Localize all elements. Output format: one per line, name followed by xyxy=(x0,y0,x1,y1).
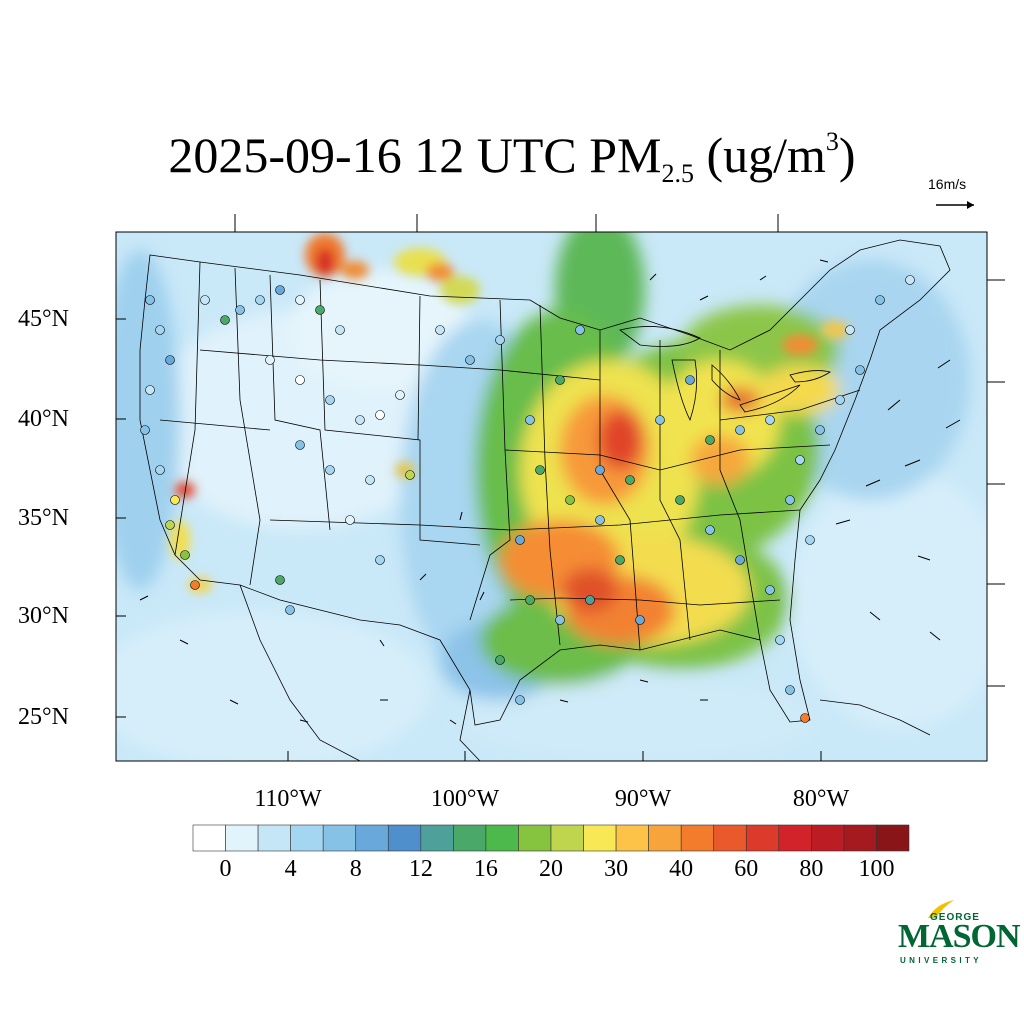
colorbar-swatch xyxy=(485,824,519,852)
colorbar-swatch xyxy=(225,824,259,852)
wind-vectors xyxy=(139,259,961,725)
logo-university: UNIVERSITY xyxy=(900,956,983,965)
colorbar-swatch xyxy=(420,824,454,852)
colorbar-swatch xyxy=(518,824,552,852)
colorbar-swatch xyxy=(615,824,649,852)
colorbar-swatch xyxy=(648,824,682,852)
colorbar-label: 8 xyxy=(349,856,362,882)
lat-label-45n: 45°N xyxy=(18,306,69,332)
colorbar-label: 30 xyxy=(604,856,629,882)
lon-label-110w: 110°W xyxy=(254,786,322,812)
colorbar-swatch xyxy=(843,824,877,852)
lat-label-30n: 30°N xyxy=(18,603,69,629)
colorbar-label: 100 xyxy=(858,856,895,882)
monitor-stations xyxy=(140,275,915,723)
colorbar-swatch xyxy=(745,824,780,852)
colorbar-label: 40 xyxy=(669,856,694,882)
colorbar-swatch xyxy=(322,824,357,852)
logo-george: GEORGE xyxy=(930,912,980,923)
colorbar-swatch xyxy=(355,824,389,852)
wind-reference-arrow-icon xyxy=(936,201,974,209)
lat-label-40n: 40°N xyxy=(18,406,69,432)
title-superscript: 3 xyxy=(825,127,839,156)
map-title: 2025-09-16 12 UTC PM2.5 (ug/m3) xyxy=(0,126,1024,189)
title-text: 2025-09-16 12 UTC PM xyxy=(168,127,662,183)
title-subscript: 2.5 xyxy=(661,159,694,188)
boundaries xyxy=(139,239,951,761)
axis-ticks xyxy=(116,214,1005,761)
map-frame xyxy=(115,231,988,762)
colorbar-label: 4 xyxy=(284,856,297,882)
colorbar-swatch xyxy=(290,824,324,852)
colorbar-swatch xyxy=(713,824,747,852)
colorbar-label: 20 xyxy=(539,856,563,882)
lon-label-90w: 90°W xyxy=(614,786,672,812)
title-unit: (ug/m xyxy=(693,127,826,183)
colorbar-swatch xyxy=(778,824,812,852)
colorbar-label: 12 xyxy=(408,856,433,882)
colorbar-swatch xyxy=(387,824,422,852)
wind-reference-label: 16m/s xyxy=(928,176,967,192)
colorbar-label: 60 xyxy=(734,856,759,882)
lat-label-35n: 35°N xyxy=(18,505,69,531)
colorbar-swatch xyxy=(811,824,845,852)
colorbar-label: 0 xyxy=(219,856,232,882)
title-unit-close: ) xyxy=(838,127,856,183)
colorbar-label: 80 xyxy=(799,856,824,882)
lon-label-80w: 80°W xyxy=(792,786,850,812)
colorbar-swatch xyxy=(876,824,910,852)
lat-label-25n: 25°N xyxy=(18,704,69,730)
colorbar xyxy=(192,824,910,852)
colorbar-swatch xyxy=(583,824,617,852)
colorbar-swatch xyxy=(257,824,291,852)
george-mason-logo: GEORGE MASON UNIVERSITY xyxy=(896,898,1021,968)
flame-icon xyxy=(928,900,954,918)
colorbar-label: 16 xyxy=(473,856,498,882)
colorbar-swatch xyxy=(192,824,226,852)
colorbar-swatch xyxy=(680,824,715,852)
logo-mason: MASON xyxy=(898,918,1021,955)
lon-label-100w: 100°W xyxy=(430,786,500,812)
colorbar-swatch xyxy=(550,824,584,852)
colorbar-swatch xyxy=(453,824,487,852)
concentration-field xyxy=(116,232,987,761)
